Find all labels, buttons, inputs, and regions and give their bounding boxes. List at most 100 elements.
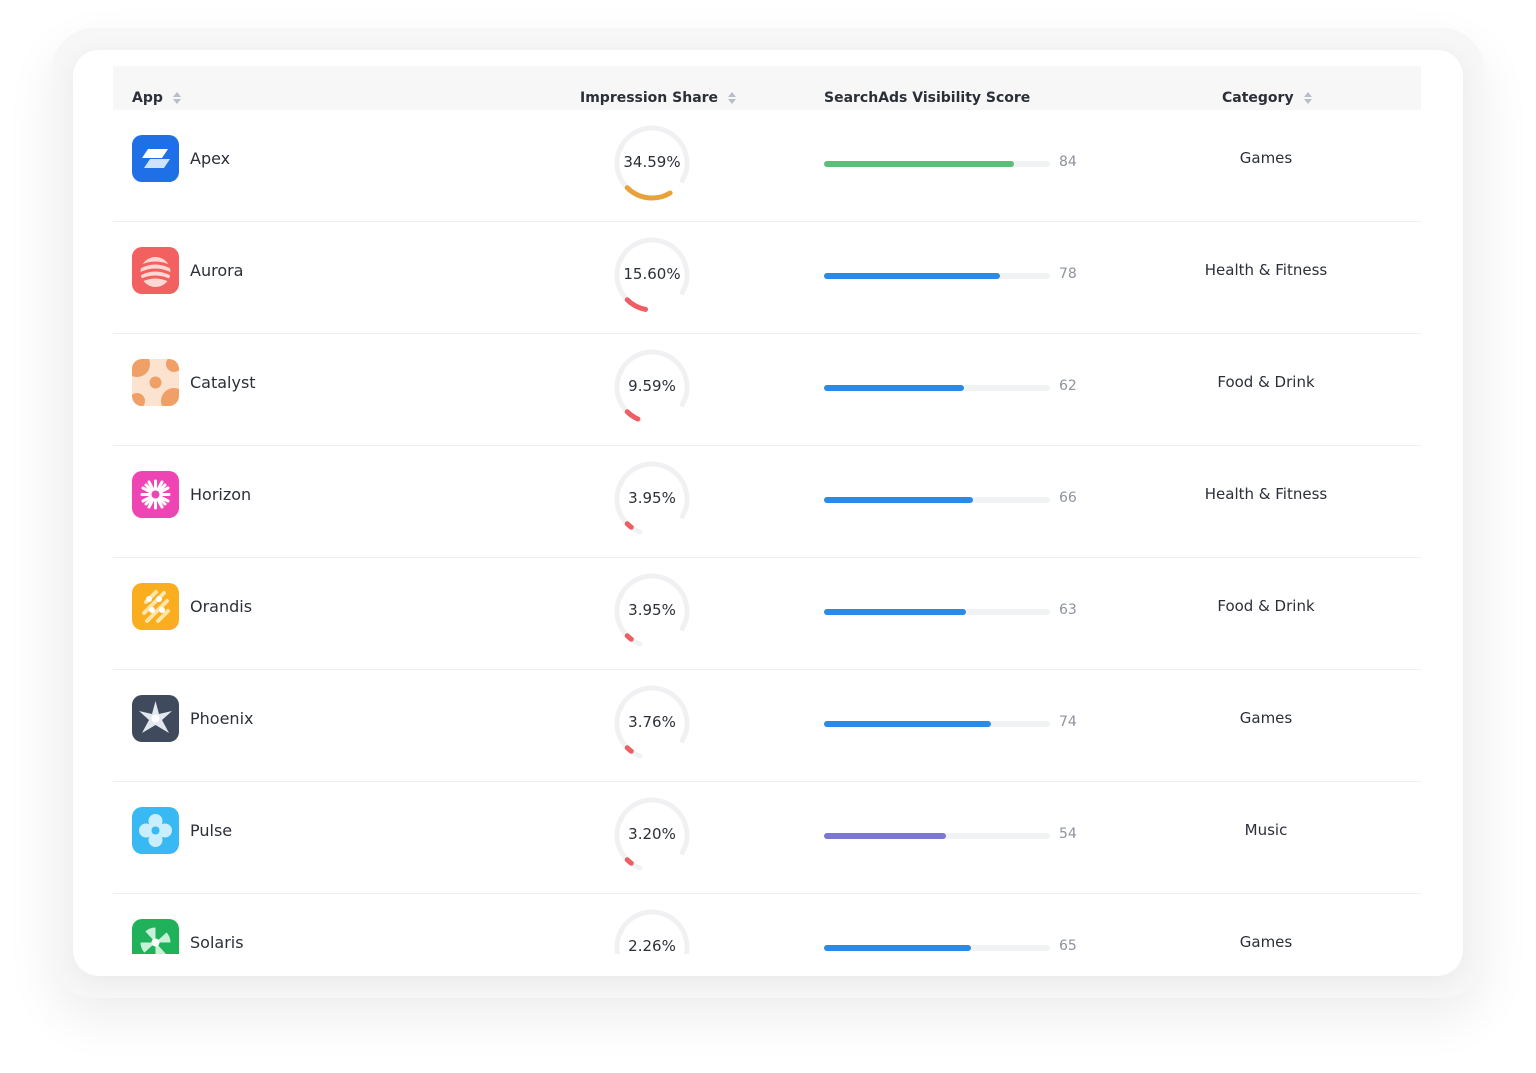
catalyst-logo-icon — [132, 359, 179, 406]
apex-logo-icon — [132, 135, 179, 182]
category-cell: Health & Fitness — [1204, 485, 1328, 503]
table-row[interactable]: Phoenix 3.76% 74 Games — [113, 670, 1421, 782]
gauge-arc — [624, 633, 634, 642]
visibility-score-value: 78 — [1059, 266, 1077, 282]
gauge-arc — [624, 521, 634, 530]
visibility-score-bar — [824, 945, 1050, 951]
category-cell: Food & Drink — [1217, 597, 1315, 615]
column-header-visibility-score-label: SearchAds Visibility Score — [824, 90, 1031, 106]
gauge-arc — [624, 745, 634, 754]
category-cell: Health & Fitness — [1204, 261, 1328, 279]
sort-icon[interactable] — [172, 92, 181, 104]
phoenix-logo-icon — [132, 695, 179, 742]
orandis-logo-icon — [132, 583, 179, 630]
category-cell: Food & Drink — [1217, 373, 1315, 391]
column-header-visibility-score: SearchAds Visibility Score — [824, 89, 1030, 107]
app-name[interactable]: Catalyst — [190, 373, 256, 392]
impression-share-gauge: 9.59% — [612, 347, 692, 427]
table-row[interactable]: Apex 34.59% 84 Games — [113, 110, 1421, 222]
visibility-score-bar — [824, 497, 1050, 503]
visibility-score-fill — [824, 273, 1001, 279]
visibility-score-value: 74 — [1059, 714, 1077, 730]
visibility-score-fill — [824, 497, 974, 503]
row-divider — [113, 221, 1421, 222]
impression-share-value: 3.76% — [628, 713, 676, 731]
visibility-score-bar — [824, 609, 1050, 615]
visibility-score-fill — [824, 609, 967, 615]
visibility-score-value: 54 — [1059, 826, 1077, 842]
sort-icon[interactable] — [728, 92, 737, 104]
row-divider — [113, 669, 1421, 670]
table-header: App Impression Share SearchAds Visibilit… — [113, 66, 1421, 110]
row-divider — [113, 445, 1421, 446]
column-header-category[interactable]: Category — [1222, 89, 1312, 107]
pulse-logo-icon — [132, 807, 179, 854]
impression-share-gauge: 3.76% — [612, 683, 692, 763]
visibility-score-bar — [824, 385, 1050, 391]
category-cell: Games — [1239, 709, 1293, 727]
row-divider — [113, 781, 1421, 782]
column-header-app[interactable]: App — [132, 89, 181, 107]
row-divider — [113, 557, 1421, 558]
app-name[interactable]: Orandis — [190, 597, 253, 616]
impression-share-gauge: 3.95% — [612, 459, 692, 539]
visibility-score-bar — [824, 721, 1050, 727]
sort-icon[interactable] — [1303, 92, 1312, 104]
impression-share-value: 9.59% — [628, 377, 676, 395]
app-name[interactable]: Solaris — [190, 933, 244, 952]
visibility-score-fill — [824, 385, 965, 391]
column-header-app-label: App — [132, 90, 163, 106]
visibility-score-fill — [824, 945, 971, 951]
table-row[interactable]: Solaris 2.26% 65 Games — [113, 894, 1421, 954]
impression-share-gauge: 2.26% — [612, 907, 692, 954]
aurora-logo-icon — [132, 247, 179, 294]
visibility-score-value: 66 — [1059, 490, 1077, 506]
visibility-score-fill — [824, 161, 1014, 167]
column-header-impression-share-label: Impression Share — [580, 90, 719, 106]
visibility-score-fill — [824, 833, 947, 839]
impression-share-value: 15.60% — [623, 265, 681, 283]
table-row[interactable]: Pulse 3.20% 54 Music — [113, 782, 1421, 894]
app-name[interactable]: Phoenix — [190, 709, 254, 728]
visibility-score-value: 63 — [1059, 602, 1077, 618]
gauge-arc — [624, 185, 673, 201]
table-row[interactable]: Orandis 3.95% 63 Food & Drink — [113, 558, 1421, 670]
visibility-score-fill — [824, 721, 992, 727]
impression-share-gauge: 15.60% — [612, 235, 692, 315]
impression-share-value: 3.95% — [628, 489, 676, 507]
visibility-score-value: 62 — [1059, 378, 1077, 394]
app-name[interactable]: Pulse — [190, 821, 233, 840]
impression-share-gauge: 34.59% — [612, 123, 692, 203]
table-row[interactable]: Catalyst 9.59% 62 Food & Drink — [113, 334, 1421, 446]
category-cell: Music — [1244, 821, 1288, 839]
impression-share-value: 3.95% — [628, 601, 676, 619]
impression-share-value: 2.26% — [628, 937, 676, 954]
visibility-score-value: 65 — [1059, 938, 1077, 954]
apps-table-card: App Impression Share SearchAds Visibilit… — [73, 50, 1463, 976]
app-name[interactable]: Apex — [190, 149, 231, 168]
table-row[interactable]: Horizon 3.95% 66 Health & Fitness — [113, 446, 1421, 558]
impression-share-gauge: 3.20% — [612, 795, 692, 875]
visibility-score-bar — [824, 833, 1050, 839]
category-cell: Games — [1239, 933, 1293, 951]
apps-table: App Impression Share SearchAds Visibilit… — [113, 66, 1421, 954]
gauge-arc — [624, 857, 634, 866]
row-divider — [113, 893, 1421, 894]
gauge-arc — [624, 409, 641, 422]
column-header-category-label: Category — [1222, 90, 1294, 106]
gauge-arc — [624, 297, 649, 312]
row-divider — [113, 333, 1421, 334]
impression-share-value: 3.20% — [628, 825, 676, 843]
solaris-logo-icon — [132, 919, 179, 954]
impression-share-gauge: 3.95% — [612, 571, 692, 651]
app-name[interactable]: Horizon — [190, 485, 252, 504]
visibility-score-value: 84 — [1059, 154, 1077, 170]
visibility-score-bar — [824, 273, 1050, 279]
table-row[interactable]: Aurora 15.60% 78 Health & Fitness — [113, 222, 1421, 334]
impression-share-value: 34.59% — [623, 153, 681, 171]
app-name[interactable]: Aurora — [190, 261, 244, 280]
category-cell: Games — [1239, 149, 1293, 167]
horizon-logo-icon — [132, 471, 179, 518]
visibility-score-bar — [824, 161, 1050, 167]
column-header-impression-share[interactable]: Impression Share — [580, 89, 737, 107]
